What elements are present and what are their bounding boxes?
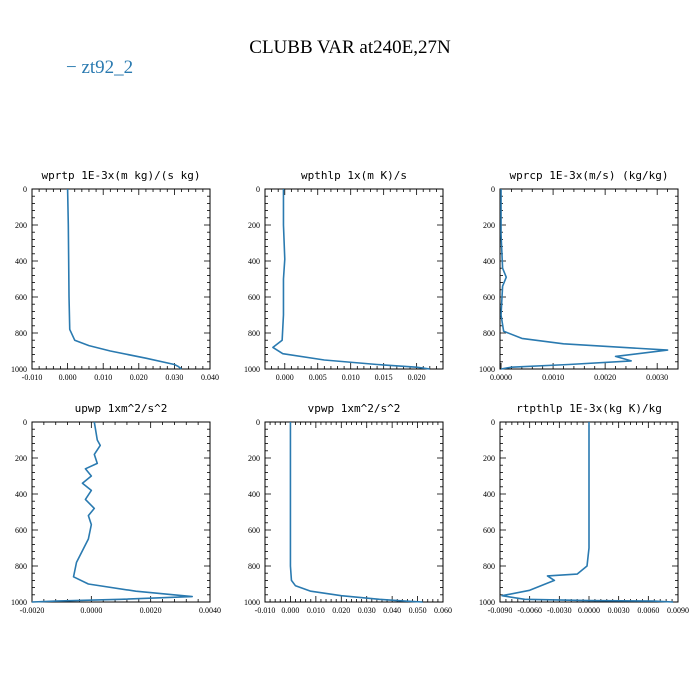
plot-frame <box>264 421 444 603</box>
x-tick-label: 0.0000 <box>80 606 102 615</box>
x-tick-label: 0.0030 <box>646 373 668 382</box>
x-tick-label: 0.0020 <box>140 606 162 615</box>
chart-panel-6: rtpthlp 1E-3x(kg K)/kg -0.0090 -0.0060 -0.0… <box>479 402 689 615</box>
y-tick-label: 200 <box>483 221 495 230</box>
y-tick-label: 400 <box>483 490 495 499</box>
x-tick-label: 0.005 <box>309 373 327 382</box>
x-tick-label: 0.0040 <box>199 606 221 615</box>
x-tick-label: 0.000 <box>276 373 294 382</box>
x-tick-label: 0.0030 <box>608 606 630 615</box>
x-tick-label: -0.0090 <box>488 606 513 615</box>
y-tick-label: 800 <box>248 329 260 338</box>
chart-title: wpthlp 1x(m K)/s <box>301 169 407 182</box>
x-tick-label: 0.000 <box>281 606 299 615</box>
chart-panel-1: wprtp 1E-3x(m kg)/(s kg) -0.010 0.000 0.010… <box>11 169 219 382</box>
legend-entry: − zt92_2 <box>66 57 134 78</box>
x-tick-label: -0.0060 <box>517 606 542 615</box>
y-tick-label: 200 <box>15 454 27 463</box>
x-tick-label: 0.040 <box>201 373 219 382</box>
y-tick-label: 200 <box>248 221 260 230</box>
y-tick-label: 0 <box>23 418 27 427</box>
x-tick-label: 0.0090 <box>667 606 689 615</box>
x-tick-label: 0.020 <box>408 373 426 382</box>
y-tick-label: 400 <box>483 257 495 266</box>
y-tick-label: 0 <box>491 418 495 427</box>
y-tick-label: 0 <box>491 185 495 194</box>
y-tick-label: 400 <box>248 490 260 499</box>
series-line <box>501 422 674 603</box>
y-tick-label: 400 <box>15 257 27 266</box>
y-tick-label: 1000 <box>479 365 495 374</box>
x-tick-label: 0.0000 <box>578 606 600 615</box>
series-line <box>500 189 669 370</box>
series-line <box>31 421 193 603</box>
x-tick-label: 0.0020 <box>594 373 616 382</box>
y-tick-label: 200 <box>15 221 27 230</box>
y-tick-label: 600 <box>15 293 27 302</box>
plot-frame <box>31 188 211 370</box>
y-tick-label: 200 <box>248 454 260 463</box>
y-tick-label: 0 <box>256 185 260 194</box>
y-tick-label: 800 <box>483 562 495 571</box>
plot-frame <box>499 188 679 370</box>
plot-frame <box>31 421 211 603</box>
chart-title: wprcp 1E-3x(m/s) (kg/kg) <box>510 169 669 182</box>
x-tick-label: 0.015 <box>375 373 393 382</box>
x-tick-label: 0.040 <box>383 606 401 615</box>
y-tick-label: 400 <box>248 257 260 266</box>
chart-panel-2: wpthlp 1x(m K)/s 0.000 0.005 0.010 0.015 0.02… <box>244 169 444 382</box>
chart-panel-5: vpwp 1xm^2/s^2 -0.010 0.000 0.010 0.020 0.030… <box>244 402 452 615</box>
y-tick-label: 200 <box>483 454 495 463</box>
chart-panel-3: wprcp 1E-3x(m/s) (kg/kg) 0.0000 0.0010 0.00… <box>479 169 679 382</box>
chart-title: rtpthlp 1E-3x(kg K)/kg <box>516 402 662 415</box>
chart-title: wprtp 1E-3x(m kg)/(s kg) <box>42 169 201 182</box>
x-tick-label: 0.060 <box>434 606 452 615</box>
x-tick-label: 0.030 <box>165 373 183 382</box>
x-tick-label: 0.0000 <box>490 373 512 382</box>
x-tick-label: 0.020 <box>130 373 148 382</box>
x-tick-label: 0.000 <box>59 373 77 382</box>
chart-title: vpwp 1xm^2/s^2 <box>308 402 401 415</box>
y-tick-label: 600 <box>248 293 260 302</box>
x-tick-label: 0.020 <box>332 606 350 615</box>
series-line <box>289 422 423 603</box>
x-tick-label: 0.010 <box>94 373 112 382</box>
x-tick-label: 0.010 <box>307 606 325 615</box>
y-tick-label: 800 <box>15 562 27 571</box>
y-tick-label: 600 <box>483 293 495 302</box>
y-tick-label: 1000 <box>11 365 27 374</box>
y-tick-label: 800 <box>15 329 27 338</box>
x-tick-label: 0.030 <box>358 606 376 615</box>
y-tick-label: 1000 <box>11 598 27 607</box>
chart-panel-4: upwp 1xm^2/s^2 -0.0020 0.0000 0.0020 0.0040 0… <box>11 402 221 615</box>
y-tick-label: 0 <box>256 418 260 427</box>
y-tick-label: 0 <box>23 185 27 194</box>
x-tick-label: 0.0060 <box>637 606 659 615</box>
chart-title: upwp 1xm^2/s^2 <box>75 402 168 415</box>
series-line <box>272 189 430 370</box>
x-tick-label: -0.010 <box>22 373 43 382</box>
y-tick-label: 1000 <box>479 598 495 607</box>
y-tick-label: 600 <box>483 526 495 535</box>
x-tick-label: -0.0020 <box>20 606 45 615</box>
y-tick-label: 800 <box>248 562 260 571</box>
y-tick-label: 1000 <box>244 365 260 374</box>
y-tick-label: 600 <box>248 526 260 535</box>
plot-frame <box>264 188 444 370</box>
series-line <box>66 188 183 370</box>
y-tick-label: 800 <box>483 329 495 338</box>
x-tick-label: -0.0030 <box>547 606 572 615</box>
figure-title: CLUBB VAR at240E,27N <box>249 37 451 58</box>
x-tick-label: 0.010 <box>342 373 360 382</box>
x-tick-label: 0.0010 <box>542 373 564 382</box>
y-tick-label: 600 <box>15 526 27 535</box>
x-tick-label: 0.050 <box>409 606 427 615</box>
x-tick-label: -0.010 <box>255 606 276 615</box>
y-tick-label: 400 <box>15 490 27 499</box>
y-tick-label: 1000 <box>244 598 260 607</box>
